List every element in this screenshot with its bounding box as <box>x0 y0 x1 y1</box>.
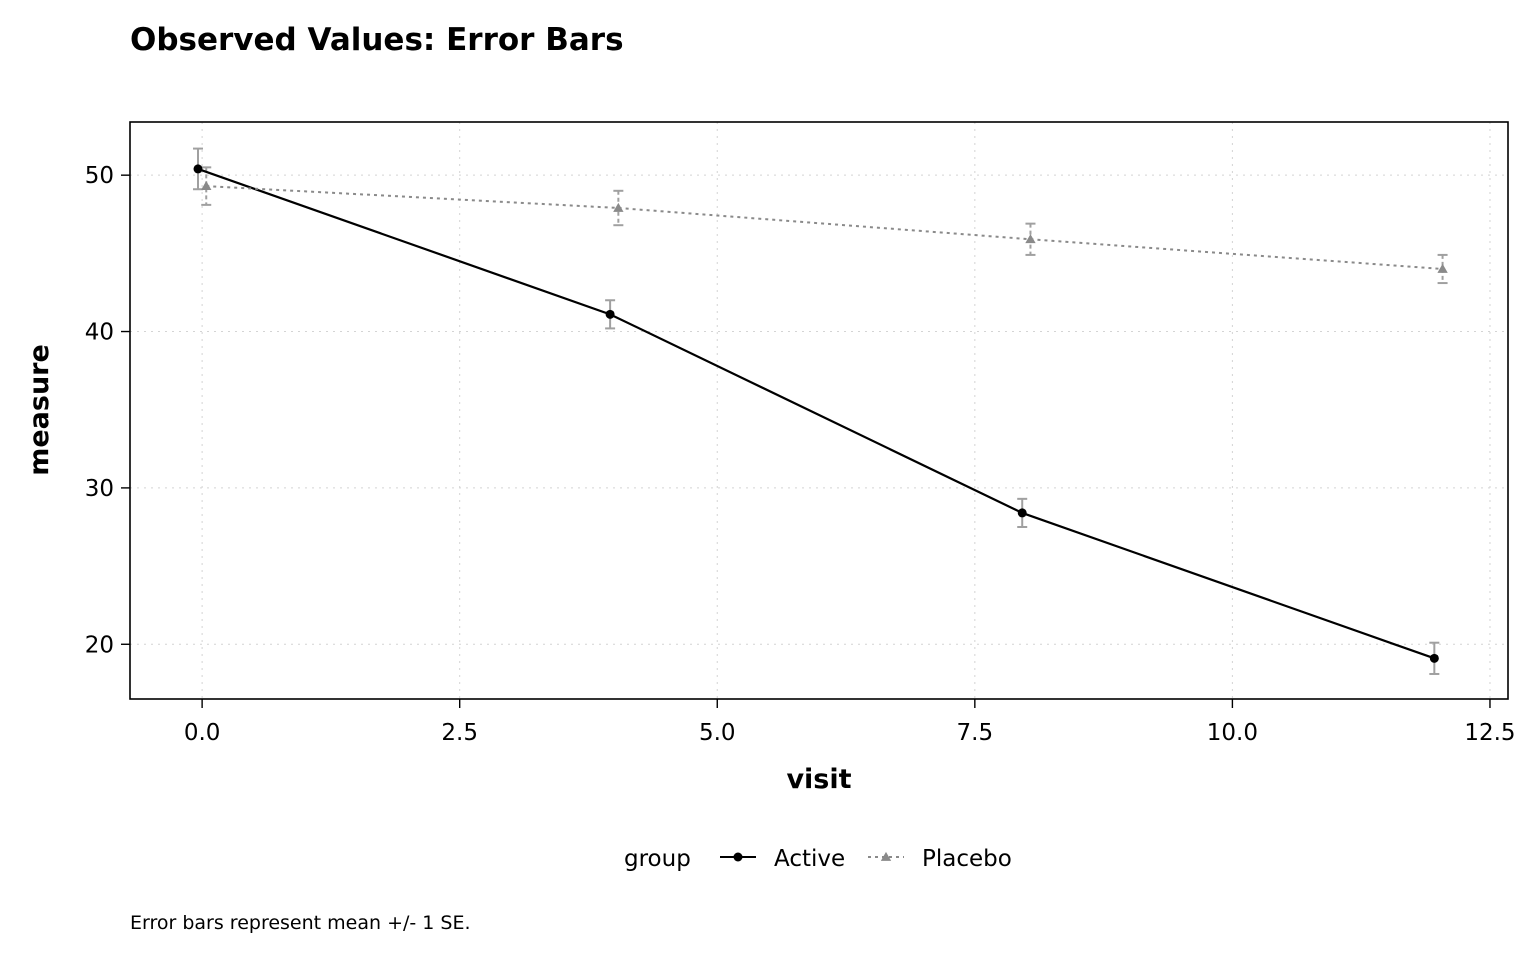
plot-panel-border <box>129 121 1509 700</box>
error-bar-placebo-0 <box>201 166 212 206</box>
error-bars <box>192 147 1448 675</box>
chart-title: Observed Values: Error Bars <box>130 22 624 58</box>
legend-title: group <box>624 846 691 872</box>
x-tick-label-4: 10.0 <box>1207 720 1258 746</box>
legend-key-marker-active <box>733 852 743 862</box>
data-point-active-3 <box>1429 653 1439 663</box>
series <box>193 164 1448 663</box>
x-axis-title: visit <box>786 764 851 795</box>
x-tick-label-2: 5.0 <box>699 720 736 746</box>
grid-lines <box>130 122 1508 699</box>
x-tick-label-0: 0.0 <box>184 720 221 746</box>
data-point-active-0 <box>193 164 203 174</box>
caption: Error bars represent mean +/- 1 SE. <box>130 912 471 934</box>
axes: 0.0 2.5 5.0 7.5 10.0 12.5 20 30 40 50 <box>85 163 1516 746</box>
data-point-placebo-3 <box>1437 263 1448 273</box>
series-line-active <box>197 167 1435 660</box>
y-axis-title: measure <box>24 344 55 476</box>
y-tick-label-0: 20 <box>85 632 114 658</box>
legend-label-active: Active <box>774 846 845 872</box>
x-tick-label-3: 7.5 <box>957 720 994 746</box>
data-point-active-2 <box>1017 508 1027 518</box>
y-tick-label-1: 30 <box>85 476 114 502</box>
legend-label-placebo: Placebo <box>922 846 1012 872</box>
legend-item-active: Active <box>720 846 845 872</box>
data-point-placebo-1 <box>613 202 624 212</box>
x-tick-label-1: 2.5 <box>441 720 478 746</box>
y-tick-label-3: 50 <box>85 163 114 189</box>
data-point-placebo-0 <box>201 180 212 190</box>
legend: group Active Placebo <box>624 846 1012 872</box>
data-point-placebo-2 <box>1025 234 1036 244</box>
legend-key-marker-placebo <box>880 851 892 861</box>
data-point-active-1 <box>605 309 615 319</box>
series-line-placebo <box>206 185 1443 270</box>
y-tick-label-2: 40 <box>85 320 114 346</box>
x-tick-label-5: 12.5 <box>1464 720 1515 746</box>
legend-item-placebo: Placebo <box>868 846 1012 872</box>
